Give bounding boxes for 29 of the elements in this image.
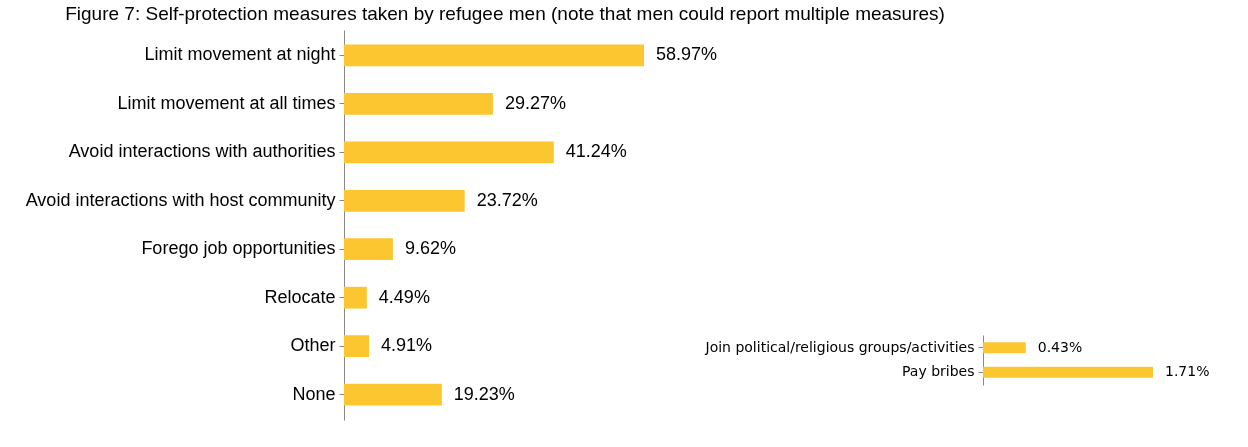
y-tick-label: Avoid interactions with authorities <box>68 141 336 162</box>
data-label: 4.49% <box>378 286 430 307</box>
data-label: 29.27% <box>504 92 566 113</box>
data-label: 4.91% <box>380 335 433 356</box>
y-tick-label: Relocate <box>264 286 336 307</box>
bar <box>344 92 493 115</box>
y-tick-label: Avoid interactions with host community <box>25 189 336 210</box>
data-label: 41.24% <box>565 141 627 162</box>
y-tick-label: Limit movement at all times <box>117 92 336 113</box>
bar <box>344 335 369 358</box>
bar <box>344 286 367 309</box>
bar <box>344 383 442 406</box>
y-tick-label: Pay bribes <box>902 363 975 380</box>
bar <box>344 141 554 164</box>
bar <box>344 44 644 67</box>
data-label: 58.97% <box>656 44 718 65</box>
data-label: 0.43% <box>1037 338 1083 355</box>
bar <box>344 189 465 212</box>
data-label: 23.72% <box>476 189 538 210</box>
y-tick-label: Join political/religious groups/activities <box>704 338 975 355</box>
y-tick-label: None <box>292 383 336 404</box>
bar <box>344 238 393 261</box>
y-tick-label: Other <box>290 335 336 356</box>
y-tick-label: Forego job opportunities <box>141 238 336 259</box>
data-label: 9.62% <box>404 238 456 259</box>
data-label: 19.23% <box>453 383 515 404</box>
chart-title: Figure 7: Self-protection measures taken by refugee men (note that men could report multiple measures) <box>65 3 945 24</box>
y-tick-label: Limit movement at night <box>144 44 336 65</box>
data-label: 1.71% <box>1165 363 1210 380</box>
